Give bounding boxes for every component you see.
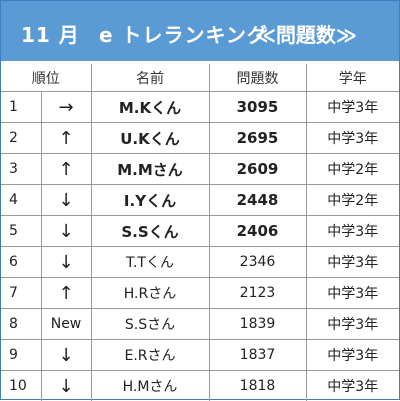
name-cell: M.Mさん [91, 154, 209, 185]
column-header-grade: 学年 [306, 64, 399, 92]
name-cell: U.Kくん [91, 123, 209, 154]
ranking-header: 11 月 e トレランキング ≪問題数≫ [1, 1, 399, 61]
name-cell: S.Sさん [91, 309, 209, 340]
name-cell: E.Rさん [91, 340, 209, 371]
rank-change-icon: ↓ [41, 340, 91, 371]
new-badge: New [41, 309, 91, 340]
rank-change-icon: ↓ [41, 185, 91, 216]
count-cell: 1837 [209, 340, 306, 371]
name-cell: S.Sくん [91, 216, 209, 247]
column-header-name: 名前 [91, 64, 209, 92]
name-cell: I.Yくん [91, 185, 209, 216]
rank-cell: 9 [1, 340, 41, 371]
count-cell: 2406 [209, 216, 306, 247]
rank-cell: 1 [1, 92, 41, 123]
count-cell: 1818 [209, 371, 306, 401]
name-cell: T.Tくん [91, 247, 209, 278]
grade-cell: 中学2年 [306, 185, 399, 216]
name-cell: M.Kくん [91, 92, 209, 123]
grade-cell: 中学3年 [306, 247, 399, 278]
rank-cell: 4 [1, 185, 41, 216]
grade-cell: 中学2年 [306, 154, 399, 185]
count-cell: 3095 [209, 92, 306, 123]
column-header-rank: 順位 [1, 64, 91, 92]
table-header-row: 順位 名前 問題数 学年 [1, 64, 399, 92]
rank-change-icon: ↑ [41, 123, 91, 154]
rank-change-icon: ↑ [41, 154, 91, 185]
rank-change-icon: → [41, 92, 91, 123]
column-header-count: 問題数 [209, 64, 306, 92]
rank-cell: 8 [1, 309, 41, 340]
count-cell: 2695 [209, 123, 306, 154]
grade-cell: 中学3年 [306, 309, 399, 340]
month-label: 11 月 [21, 19, 80, 48]
rank-cell: 3 [1, 154, 41, 185]
name-cell: H.Mさん [91, 371, 209, 401]
count-cell: 2123 [209, 278, 306, 309]
rank-change-icon: ↓ [41, 247, 91, 278]
rank-cell: 5 [1, 216, 41, 247]
rank-change-icon: ↑ [41, 278, 91, 309]
grade-cell: 中学3年 [306, 92, 399, 123]
count-cell: 2609 [209, 154, 306, 185]
rank-cell: 2 [1, 123, 41, 154]
grade-cell: 中学3年 [306, 278, 399, 309]
grade-cell: 中学3年 [306, 123, 399, 154]
ranking-title: e トレランキング [99, 19, 268, 48]
rank-cell: 7 [1, 278, 41, 309]
ranking-subtitle: ≪問題数≫ [255, 19, 357, 48]
count-cell: 2346 [209, 247, 306, 278]
rank-change-icon: ↓ [41, 371, 91, 401]
count-cell: 2448 [209, 185, 306, 216]
name-cell: H.Rさん [91, 278, 209, 309]
rank-change-icon: ↓ [41, 216, 91, 247]
rank-cell: 6 [1, 247, 41, 278]
grade-cell: 中学3年 [306, 371, 399, 401]
rank-cell: 10 [1, 371, 41, 401]
grade-cell: 中学3年 [306, 340, 399, 371]
count-cell: 1839 [209, 309, 306, 340]
grade-cell: 中学3年 [306, 216, 399, 247]
